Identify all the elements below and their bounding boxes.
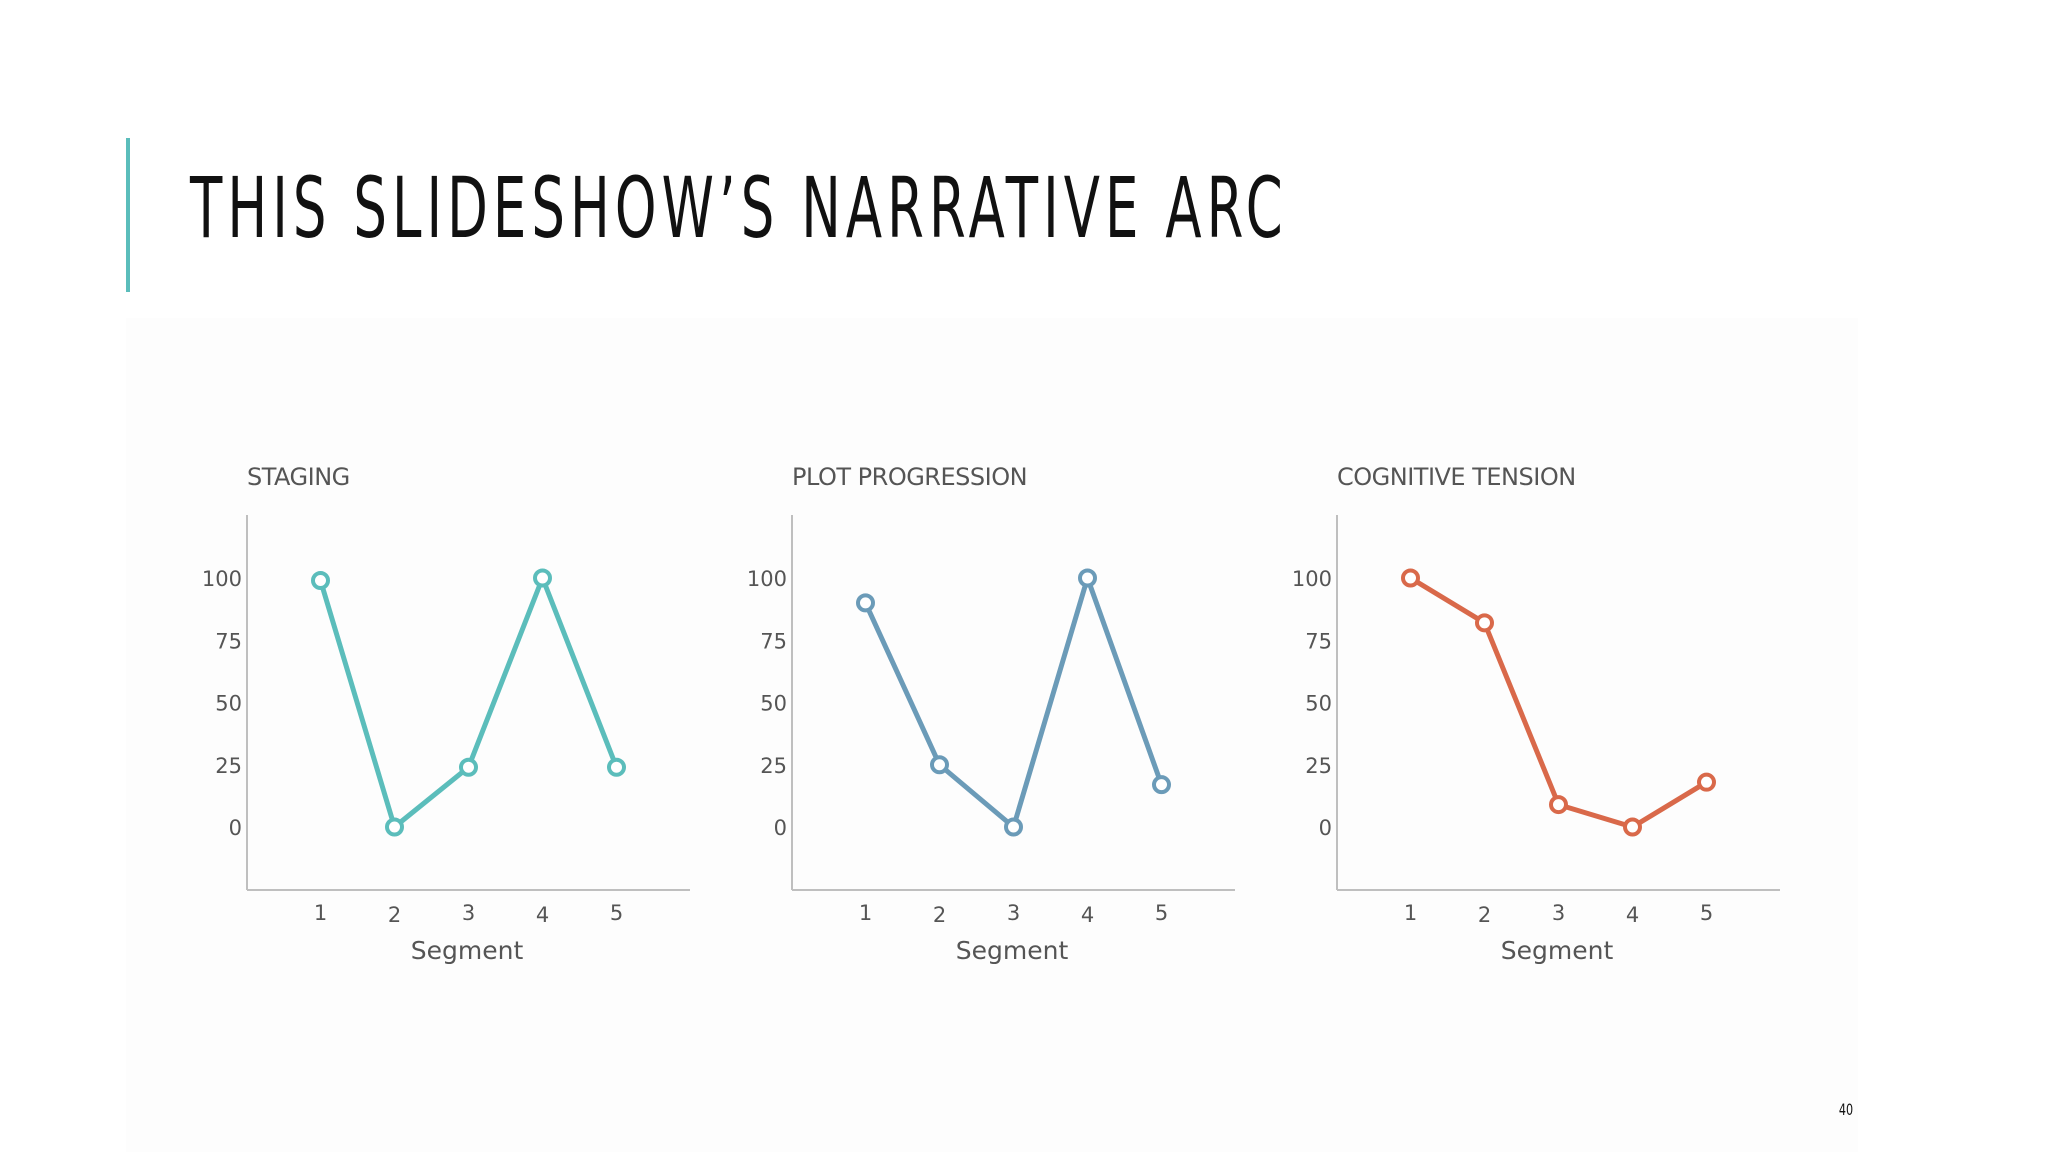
- chart-3-y-tick-label: 50: [1305, 692, 1332, 716]
- chart-2-x-tick-label: 2: [933, 903, 946, 927]
- chart-1-y-tick-label: 50: [215, 692, 242, 716]
- chart-1-y-tick-label: 0: [229, 816, 242, 840]
- chart-1-title: STAGING: [247, 463, 350, 491]
- chart-3-y-tick-label: 0: [1319, 816, 1332, 840]
- chart-3-y-tick-label: 25: [1305, 754, 1332, 778]
- chart-2-data-point: [1004, 817, 1023, 837]
- chart-2-series-line: [863, 575, 1164, 830]
- chart-1-x-tick-label: 1: [314, 901, 327, 925]
- chart-1-data-point: [459, 757, 478, 777]
- chart-3-y-tick-label: 100: [1292, 567, 1332, 591]
- chart-2-y-tick-label: 25: [760, 754, 787, 778]
- chart-3-x-tick-label: 2: [1478, 903, 1491, 927]
- chart-3-x-tick-label: 3: [1552, 901, 1565, 925]
- chart-1-x-axis-label: Segment: [411, 936, 524, 965]
- chart-2-x-tick-label: 4: [1081, 903, 1094, 927]
- chart-2-title: PLOT PROGRESSION: [792, 463, 1027, 491]
- chart-3-data-point: [1623, 817, 1642, 837]
- chart-2-data-point: [1078, 568, 1097, 588]
- chart-2-y-tick-label: 75: [760, 629, 787, 653]
- chart-3-data-point: [1475, 613, 1494, 633]
- chart-3-series-line: [1408, 575, 1709, 830]
- chart-2-data-point: [1152, 775, 1171, 795]
- slide-title: THIS SLIDESHOW’S NARRATIVE ARC: [190, 159, 1288, 257]
- chart-3-data-point: [1697, 772, 1716, 792]
- chart-1-y-tick-label: 75: [215, 629, 242, 653]
- chart-3-x-axis-label: Segment: [1501, 936, 1614, 965]
- chart-1-x-tick-label: 5: [610, 901, 623, 925]
- chart-3-title: COGNITIVE TENSION: [1337, 463, 1576, 491]
- chart-1-data-point: [607, 757, 626, 777]
- chart-1-x-tick-label: 3: [462, 901, 475, 925]
- chart-3-x-tick-label: 1: [1404, 901, 1417, 925]
- page-number: 40: [1838, 1100, 1854, 1119]
- chart-1-y-tick-label: 100: [202, 567, 242, 591]
- chart-3-y-tick-label: 75: [1305, 629, 1332, 653]
- chart-1-series-line: [318, 575, 619, 830]
- chart-3-data-point: [1401, 568, 1420, 588]
- chart-3-x-tick-label: 5: [1700, 901, 1713, 925]
- chart-1-data-point: [385, 817, 404, 837]
- chart-1-data-point: [311, 570, 330, 590]
- chart-2-x-axis-label: Segment: [956, 936, 1069, 965]
- chart-2-y-tick-label: 100: [747, 567, 787, 591]
- title-accent-bar: [126, 138, 130, 292]
- chart-1-data-point: [533, 568, 552, 588]
- chart-1-x-tick-label: 2: [388, 903, 401, 927]
- chart-2-data-point: [856, 593, 875, 613]
- chart-3-x-tick-label: 4: [1626, 903, 1639, 927]
- chart-2-y-tick-label: 50: [760, 692, 787, 716]
- chart-3-data-point: [1549, 795, 1568, 815]
- chart-2-x-tick-label: 5: [1155, 901, 1168, 925]
- chart-1-y-tick-label: 25: [215, 754, 242, 778]
- chart-2-data-point: [930, 755, 949, 775]
- chart-2-x-tick-label: 3: [1007, 901, 1020, 925]
- chart-2-y-tick-label: 0: [774, 816, 787, 840]
- chart-2-x-tick-label: 1: [859, 901, 872, 925]
- chart-area-background: [126, 318, 1858, 1152]
- chart-1-x-tick-label: 4: [536, 903, 549, 927]
